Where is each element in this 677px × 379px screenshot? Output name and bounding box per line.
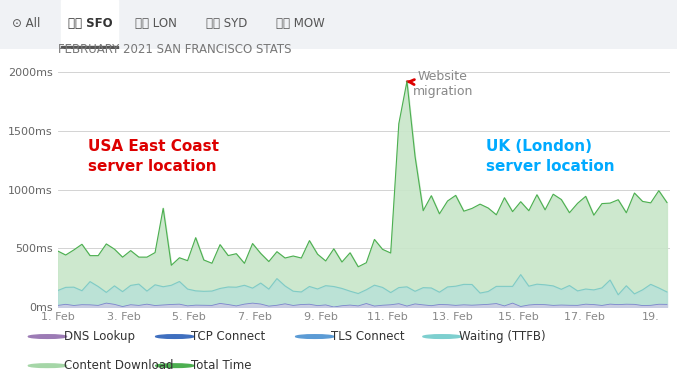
Text: Content Download: Content Download xyxy=(64,359,173,372)
Text: Total Time: Total Time xyxy=(192,359,252,372)
Text: 🇷🇺 MOW: 🇷🇺 MOW xyxy=(276,17,325,30)
Text: 🇬🇧 LON: 🇬🇧 LON xyxy=(135,17,177,30)
Bar xyxy=(61,46,118,49)
Text: FEBRUARY 2021 SAN FRANCISCO STATS: FEBRUARY 2021 SAN FRANCISCO STATS xyxy=(58,42,291,56)
Text: DNS Lookup: DNS Lookup xyxy=(64,330,135,343)
Circle shape xyxy=(156,335,194,338)
Text: UK (London)
server location: UK (London) server location xyxy=(486,139,615,174)
Text: ⊙ All: ⊙ All xyxy=(12,17,41,30)
Text: TCP Connect: TCP Connect xyxy=(192,330,265,343)
Text: USA East Coast
server location: USA East Coast server location xyxy=(88,139,219,174)
Text: Waiting (TTFB): Waiting (TTFB) xyxy=(458,330,545,343)
Circle shape xyxy=(28,364,66,368)
Text: 🇦🇺 SYD: 🇦🇺 SYD xyxy=(206,17,248,30)
Circle shape xyxy=(28,335,66,338)
Text: Website
migration: Website migration xyxy=(407,70,473,98)
Circle shape xyxy=(423,335,461,338)
Bar xyxy=(61,0,118,49)
Circle shape xyxy=(296,335,334,338)
Text: 🇺🇸 SFO: 🇺🇸 SFO xyxy=(68,17,112,30)
Circle shape xyxy=(156,364,194,368)
Text: TLS Connect: TLS Connect xyxy=(331,330,405,343)
